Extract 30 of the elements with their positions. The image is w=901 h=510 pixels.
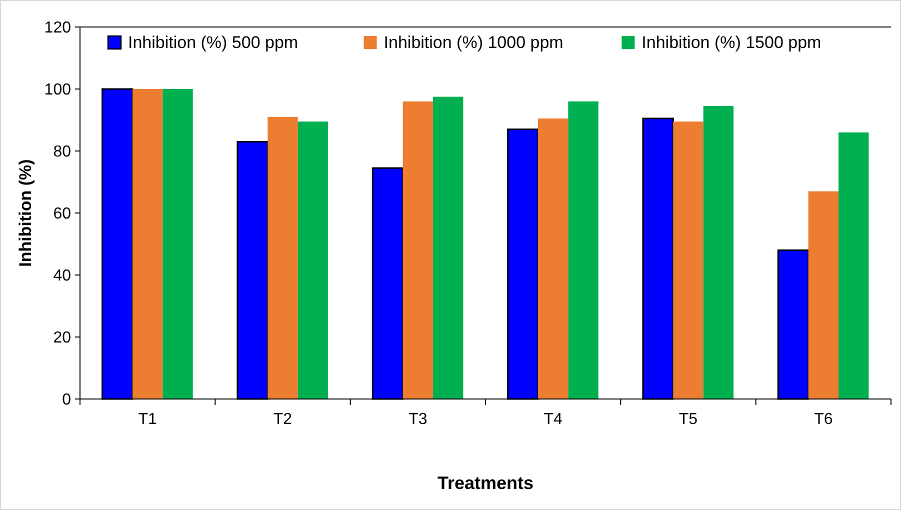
bar: [673, 122, 704, 399]
legend-label: Inhibition (%) 1500 ppm: [642, 33, 822, 52]
y-tick-label: 60: [53, 206, 72, 223]
bar: [132, 89, 163, 399]
legend-label: Inhibition (%) 500 ppm: [128, 33, 298, 52]
y-tick-label: 120: [44, 20, 72, 37]
bar: [298, 122, 328, 399]
bar: [838, 132, 869, 399]
x-axis-title: Treatments: [437, 473, 534, 493]
bar: [568, 101, 598, 399]
bar: [268, 116, 298, 399]
bar: [538, 118, 568, 399]
legend-label: Inhibition (%) 1000 ppm: [384, 33, 564, 52]
bar: [433, 96, 464, 399]
y-tick-label: 0: [62, 392, 72, 409]
x-tick-label: T5: [678, 411, 698, 428]
bar: [402, 101, 434, 399]
bar: [808, 191, 839, 399]
x-tick-label: T6: [814, 411, 833, 428]
x-tick-label: T3: [408, 411, 428, 428]
y-tick-label: 100: [44, 82, 72, 99]
x-tick-label: T1: [138, 411, 158, 428]
x-tick-label: T2: [273, 411, 292, 428]
y-axis-title: Inhibition (%): [16, 159, 35, 267]
bar: [162, 89, 193, 399]
bar: [703, 106, 734, 399]
x-tick-label: T4: [544, 411, 563, 428]
y-tick-label: 20: [53, 330, 72, 347]
y-tick-label: 80: [53, 144, 72, 161]
y-tick-label: 40: [53, 268, 72, 285]
